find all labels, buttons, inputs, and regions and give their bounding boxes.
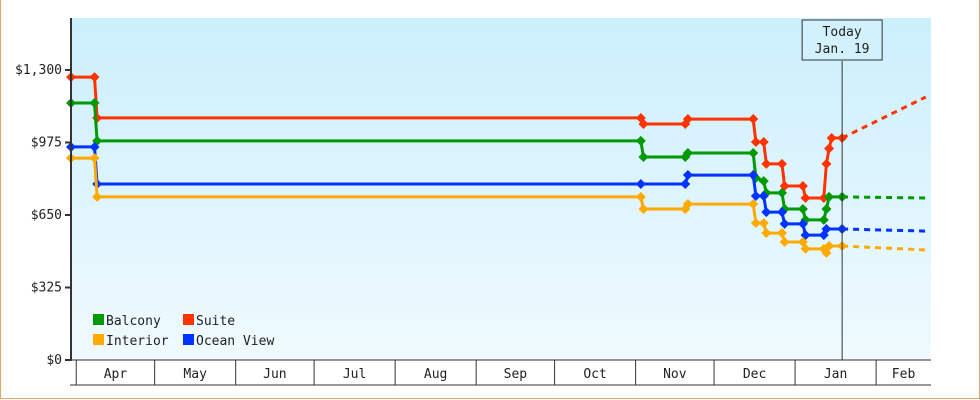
data-point-ocean-view [777, 207, 788, 218]
data-point-interior [682, 199, 693, 210]
x-tick-label: Jul [343, 367, 366, 382]
data-point-ocean-view [797, 218, 808, 229]
data-point-balcony [797, 203, 808, 214]
data-point-balcony [777, 187, 788, 198]
legend-swatch [183, 334, 194, 345]
data-point-ocean-view [750, 191, 761, 202]
data-point-suite [761, 158, 772, 169]
today-date: Jan. 19 [815, 42, 870, 57]
x-tick-label: Oct [583, 367, 606, 382]
x-tick-label: Dec [743, 367, 766, 382]
today-label: Today [823, 25, 862, 40]
data-point-interior [758, 218, 769, 229]
data-point-balcony [758, 176, 769, 187]
legend-swatch [183, 314, 194, 325]
x-tick-label: Jan [824, 367, 847, 382]
data-point-balcony [824, 191, 835, 202]
data-point-ocean-view [821, 224, 832, 235]
forecast-line-ocean-view [842, 227, 926, 233]
forecast-line-suite [841, 95, 927, 140]
data-point-ocean-view [758, 191, 769, 202]
y-tick-label: $975 [31, 135, 62, 150]
data-point-suite [800, 193, 811, 204]
data-point-ocean-view [779, 218, 790, 229]
y-tick-label: $0 [46, 353, 62, 368]
x-tick-label: Nov [663, 367, 687, 382]
y-tick-label: $1,300 [15, 63, 62, 78]
data-point-interior [89, 153, 100, 164]
data-point-balcony [821, 203, 832, 214]
y-tick-label: $325 [31, 280, 62, 295]
data-point-suite [826, 133, 837, 144]
data-point-ocean-view [89, 141, 100, 152]
x-tick-label: Feb [892, 367, 916, 382]
data-point-suite [750, 137, 761, 148]
legend-label: Balcony [106, 314, 161, 329]
legend-swatch [93, 334, 104, 345]
legend-label: Ocean View [196, 334, 274, 349]
y-tick-label: $650 [31, 208, 62, 223]
data-point-suite [638, 118, 649, 129]
data-point-interior [748, 199, 759, 210]
data-point-ocean-view [635, 178, 646, 189]
x-tick-label: Apr [104, 367, 128, 382]
data-point-balcony [638, 151, 649, 162]
data-point-suite [682, 114, 693, 125]
data-point-balcony [89, 97, 100, 108]
forecast-line-balcony [842, 195, 926, 200]
data-point-balcony [635, 135, 646, 146]
data-point-suite [797, 180, 808, 191]
data-point-suite [824, 143, 835, 154]
data-point-balcony [682, 147, 693, 158]
data-point-suite [777, 158, 788, 169]
data-point-interior [800, 243, 811, 254]
forecast-line-interior [842, 244, 926, 252]
data-point-interior [779, 236, 790, 247]
legend-label: Interior [106, 334, 169, 349]
data-point-ocean-view [680, 178, 691, 189]
data-point-balcony [748, 147, 759, 158]
data-point-suite [821, 158, 832, 169]
data-point-suite [748, 114, 759, 125]
x-tick-label: Sep [504, 367, 528, 382]
x-tick-label: Aug [424, 367, 447, 382]
data-point-interior [761, 228, 772, 239]
x-tick-label: Jun [263, 367, 286, 382]
data-point-balcony [818, 214, 829, 225]
x-tick-label: May [183, 367, 207, 382]
data-point-suite [758, 137, 769, 148]
today-label-box [801, 19, 883, 61]
data-point-ocean-view [761, 207, 772, 218]
data-point-ocean-view [682, 170, 693, 181]
data-point-interior [824, 241, 835, 251]
data-point-interior [635, 191, 646, 202]
data-point-suite [89, 72, 100, 83]
data-point-ocean-view [748, 170, 759, 181]
data-point-interior [777, 228, 788, 239]
legend-swatch [93, 314, 104, 325]
plot-area [71, 18, 931, 360]
data-point-interior [638, 203, 649, 214]
legend-label: Suite [196, 314, 235, 329]
data-point-interior [92, 191, 103, 202]
data-point-interior [750, 218, 761, 229]
